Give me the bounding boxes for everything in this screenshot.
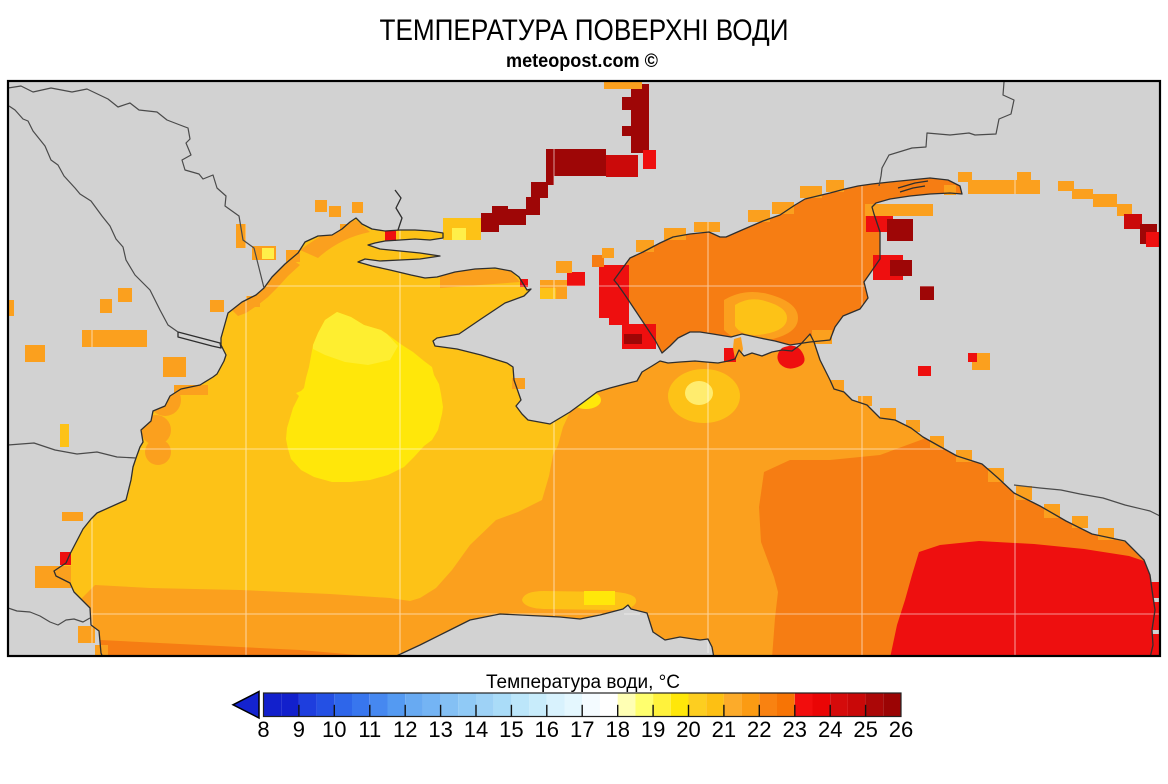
- svg-text:15: 15: [499, 717, 523, 742]
- svg-text:22: 22: [747, 717, 771, 742]
- svg-text:ТЕМПЕРАТУРА ПОВЕРХНІ ВОДИ: ТЕМПЕРАТУРА ПОВЕРХНІ ВОДИ: [380, 14, 789, 47]
- svg-text:8: 8: [257, 717, 269, 742]
- svg-text:25: 25: [853, 717, 877, 742]
- svg-text:12: 12: [393, 717, 417, 742]
- svg-text:23: 23: [783, 717, 807, 742]
- svg-text:18: 18: [605, 717, 629, 742]
- svg-text:20: 20: [676, 717, 700, 742]
- svg-text:24: 24: [818, 717, 842, 742]
- svg-text:meteopost.com ©: meteopost.com ©: [506, 51, 658, 72]
- svg-text:9: 9: [293, 717, 305, 742]
- svg-text:26: 26: [889, 717, 913, 742]
- svg-text:17: 17: [570, 717, 594, 742]
- svg-text:21: 21: [712, 717, 736, 742]
- svg-text:14: 14: [464, 717, 488, 742]
- svg-text:13: 13: [428, 717, 452, 742]
- svg-text:10: 10: [322, 717, 346, 742]
- svg-text:11: 11: [358, 717, 381, 742]
- svg-text:16: 16: [535, 717, 559, 742]
- svg-text:Температура води, °С: Температура води, °С: [486, 672, 680, 693]
- svg-text:19: 19: [641, 717, 665, 742]
